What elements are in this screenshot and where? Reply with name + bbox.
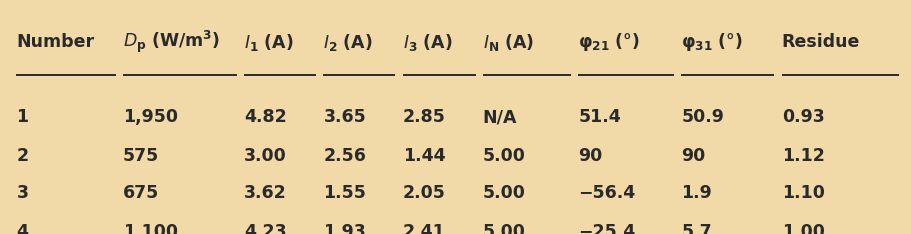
Text: 4.23: 4.23 bbox=[244, 223, 287, 234]
Text: 50.9: 50.9 bbox=[681, 108, 724, 126]
Text: 675: 675 bbox=[123, 184, 159, 202]
Text: 5.00: 5.00 bbox=[483, 184, 526, 202]
Text: Residue: Residue bbox=[782, 33, 860, 51]
Text: $\mathbf{\mathit{I}_2\ (A)}$: $\mathbf{\mathit{I}_2\ (A)}$ bbox=[323, 32, 373, 53]
Text: Number: Number bbox=[16, 33, 95, 51]
Text: 3.00: 3.00 bbox=[244, 147, 287, 165]
Text: $\mathbf{\mathit{I}_N\ (A)}$: $\mathbf{\mathit{I}_N\ (A)}$ bbox=[483, 32, 534, 53]
Text: 5.7: 5.7 bbox=[681, 223, 712, 234]
Text: 90: 90 bbox=[681, 147, 706, 165]
Text: $\mathbf{\mathit{I}_1\ (A)}$: $\mathbf{\mathit{I}_1\ (A)}$ bbox=[244, 32, 293, 53]
Text: 2.85: 2.85 bbox=[403, 108, 445, 126]
Text: 0.93: 0.93 bbox=[782, 108, 824, 126]
Text: 1.00: 1.00 bbox=[782, 223, 824, 234]
Text: 5.00: 5.00 bbox=[483, 223, 526, 234]
Text: 1.93: 1.93 bbox=[323, 223, 366, 234]
Text: 1,950: 1,950 bbox=[123, 108, 178, 126]
Text: 3.62: 3.62 bbox=[244, 184, 287, 202]
Text: $\mathbf{\varphi_{21}\ (°)}$: $\mathbf{\varphi_{21}\ (°)}$ bbox=[578, 31, 640, 53]
Text: 2.41: 2.41 bbox=[403, 223, 445, 234]
Text: −25.4: −25.4 bbox=[578, 223, 636, 234]
Text: $\mathbf{\mathit{D}_p}\ \mathbf{(W/m^3)}$: $\mathbf{\mathit{D}_p}\ \mathbf{(W/m^3)}… bbox=[123, 29, 220, 55]
Text: 1.9: 1.9 bbox=[681, 184, 712, 202]
Text: 51.4: 51.4 bbox=[578, 108, 621, 126]
Text: 1.55: 1.55 bbox=[323, 184, 366, 202]
Text: 4.82: 4.82 bbox=[244, 108, 287, 126]
Text: 1,100: 1,100 bbox=[123, 223, 178, 234]
Text: 1.44: 1.44 bbox=[403, 147, 445, 165]
Text: 1.12: 1.12 bbox=[782, 147, 824, 165]
Text: 3.65: 3.65 bbox=[323, 108, 366, 126]
Text: 2: 2 bbox=[16, 147, 28, 165]
Text: 1: 1 bbox=[16, 108, 28, 126]
Text: −56.4: −56.4 bbox=[578, 184, 636, 202]
Text: $\mathbf{\varphi_{31}\ (°)}$: $\mathbf{\varphi_{31}\ (°)}$ bbox=[681, 31, 743, 53]
Text: N/A: N/A bbox=[483, 108, 517, 126]
Text: 2.05: 2.05 bbox=[403, 184, 445, 202]
Text: 4: 4 bbox=[16, 223, 28, 234]
Text: $\mathbf{\mathit{I}_3\ (A)}$: $\mathbf{\mathit{I}_3\ (A)}$ bbox=[403, 32, 452, 53]
Text: 575: 575 bbox=[123, 147, 159, 165]
Text: 2.56: 2.56 bbox=[323, 147, 366, 165]
Text: 90: 90 bbox=[578, 147, 603, 165]
Text: 5.00: 5.00 bbox=[483, 147, 526, 165]
Text: 3: 3 bbox=[16, 184, 28, 202]
Text: 1.10: 1.10 bbox=[782, 184, 824, 202]
